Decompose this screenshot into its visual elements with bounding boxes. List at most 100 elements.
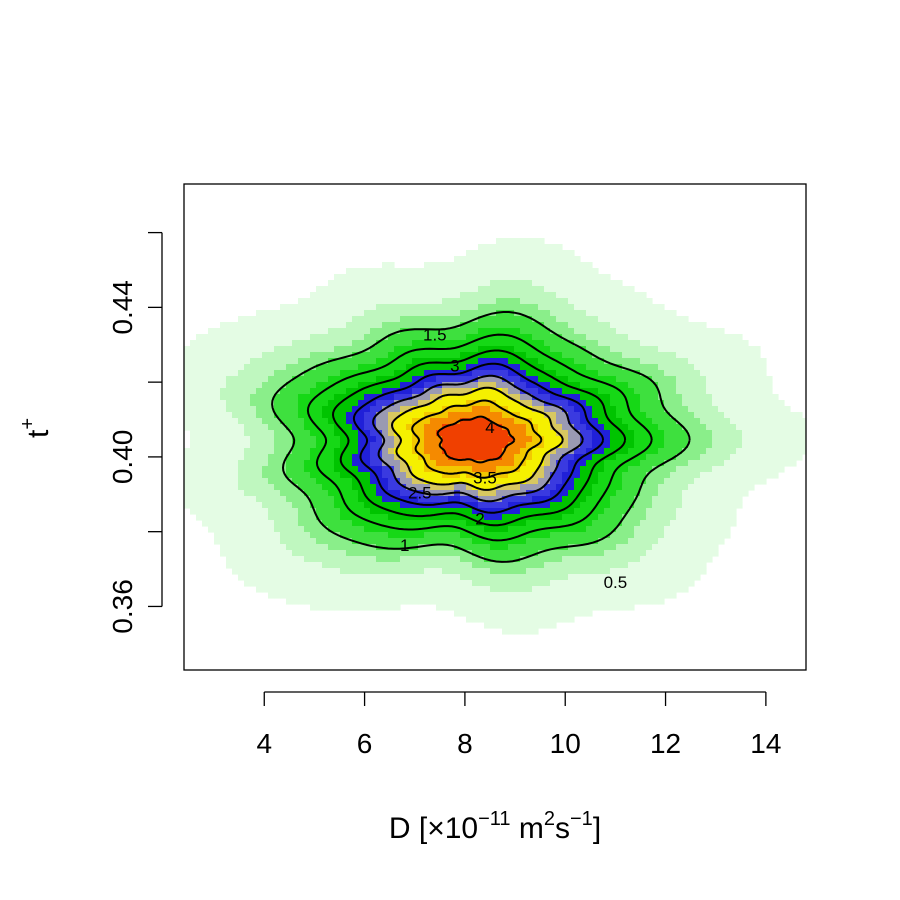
heat-cell xyxy=(268,388,275,395)
heat-cell xyxy=(556,598,563,605)
heat-cell xyxy=(502,400,509,407)
heat-cell xyxy=(688,550,695,557)
heat-cell xyxy=(802,424,806,431)
heat-cell xyxy=(628,298,635,305)
heat-cell xyxy=(610,574,617,581)
heat-cell xyxy=(226,484,233,491)
heat-cell xyxy=(556,370,563,377)
heat-cell xyxy=(244,478,251,485)
heat-cell xyxy=(694,508,701,515)
heat-cell xyxy=(616,490,623,497)
heat-cell xyxy=(580,550,587,557)
heat-cell xyxy=(430,580,437,587)
heat-cell xyxy=(460,430,467,437)
heat-cell xyxy=(202,358,209,365)
heat-cell xyxy=(742,346,749,353)
heat-cell xyxy=(310,490,317,497)
heat-cell xyxy=(358,496,365,503)
heat-cell xyxy=(514,418,521,425)
heat-cell xyxy=(430,340,437,347)
heat-cell xyxy=(460,520,467,527)
heat-cell xyxy=(538,520,545,527)
heat-cell xyxy=(220,520,227,527)
heat-cell xyxy=(574,598,581,605)
heat-cell xyxy=(298,586,305,593)
heat-cell xyxy=(634,298,641,305)
heat-cell xyxy=(412,460,419,467)
heat-cell xyxy=(388,490,395,497)
heat-cell xyxy=(262,322,269,329)
heat-cell xyxy=(298,400,305,407)
heat-cell xyxy=(712,400,719,407)
heat-cell xyxy=(520,466,527,473)
heat-cell xyxy=(478,388,485,395)
heat-cell xyxy=(670,484,677,491)
heat-cell xyxy=(646,382,653,389)
heat-cell xyxy=(436,388,443,395)
heat-cell xyxy=(394,340,401,347)
heat-cell xyxy=(430,310,437,317)
heat-cell xyxy=(754,358,761,365)
heat-cell xyxy=(676,412,683,419)
heat-cell xyxy=(556,268,563,275)
heat-cell xyxy=(364,478,371,485)
heat-cell xyxy=(376,514,383,521)
heat-cell xyxy=(214,406,221,413)
heat-cell xyxy=(604,562,611,569)
heat-cell xyxy=(268,334,275,341)
heat-cell xyxy=(316,412,323,419)
heat-cell xyxy=(658,436,665,443)
heat-cell xyxy=(526,268,533,275)
heat-cell xyxy=(658,496,665,503)
heat-cell xyxy=(334,526,341,533)
heat-cell xyxy=(664,580,671,587)
heat-cell xyxy=(226,556,233,563)
heat-cell xyxy=(238,508,245,515)
heat-cell xyxy=(574,544,581,551)
heat-cell xyxy=(652,334,659,341)
heat-cell xyxy=(328,406,335,413)
heat-cell xyxy=(562,592,569,599)
heat-cell xyxy=(646,520,653,527)
heat-cell xyxy=(484,370,491,377)
heat-cell xyxy=(286,340,293,347)
heat-cell xyxy=(550,256,557,263)
heat-cell xyxy=(304,532,311,539)
heat-cell xyxy=(520,604,527,611)
heat-cell xyxy=(688,436,695,443)
heat-cell xyxy=(376,370,383,377)
heat-cell xyxy=(598,532,605,539)
heat-cell xyxy=(574,436,581,443)
heat-cell xyxy=(574,322,581,329)
heat-cell xyxy=(370,490,377,497)
heat-cell xyxy=(226,478,233,485)
heat-cell xyxy=(532,256,539,263)
heat-cell xyxy=(364,382,371,389)
heat-cell xyxy=(220,394,227,401)
heat-cell xyxy=(460,334,467,341)
heat-cell xyxy=(508,562,515,569)
heat-cell xyxy=(478,610,485,617)
heat-cell xyxy=(676,580,683,587)
heat-cell xyxy=(514,526,521,533)
heat-cell xyxy=(442,562,449,569)
heat-cell xyxy=(238,454,245,461)
heat-cell xyxy=(478,532,485,539)
heat-cell xyxy=(208,352,215,359)
heat-cell xyxy=(334,454,341,461)
heat-cell xyxy=(472,304,479,311)
heat-cell xyxy=(490,382,497,389)
heat-cell xyxy=(298,376,305,383)
heat-cell xyxy=(610,340,617,347)
heat-cell xyxy=(622,310,629,317)
heat-cell xyxy=(298,394,305,401)
heat-cell xyxy=(718,418,725,425)
heat-cell xyxy=(388,544,395,551)
heat-cell xyxy=(598,286,605,293)
heat-cell xyxy=(688,382,695,389)
heat-cell xyxy=(340,478,347,485)
heat-cell xyxy=(496,418,503,425)
heat-cell xyxy=(754,460,761,467)
heat-cell xyxy=(196,442,203,449)
heat-cell xyxy=(466,394,473,401)
